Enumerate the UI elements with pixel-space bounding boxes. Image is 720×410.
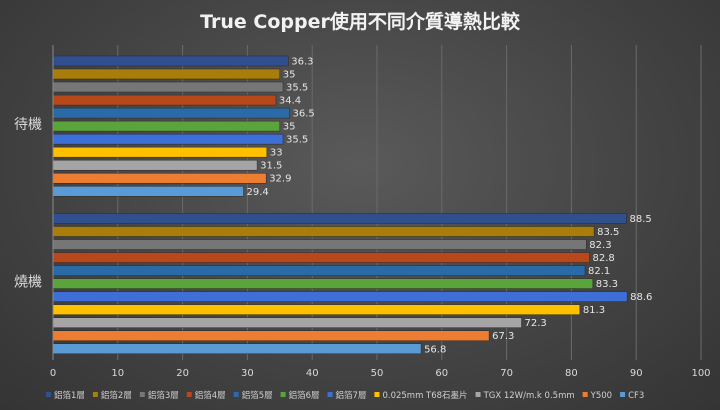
legend: 鋁箔1層 鋁箔2層 鋁箔3層 鋁箔4層 鋁箔5層 鋁箔6層 鋁箔7層 0.025mm T68石…	[46, 390, 644, 401]
bar	[52, 186, 244, 197]
bar	[52, 239, 587, 250]
bar	[52, 120, 281, 132]
data-label: 29.4	[247, 187, 269, 198]
legend-swatch	[582, 392, 588, 397]
bar	[52, 304, 581, 315]
legend-entry: 鋁箔6層	[289, 390, 320, 401]
legend-entry: 鋁箔1層	[54, 390, 85, 401]
x-tick-label: 50	[371, 368, 384, 379]
data-label: 35.5	[286, 83, 308, 94]
legend-swatch	[327, 392, 333, 397]
bar	[52, 265, 586, 276]
bar	[52, 133, 284, 145]
data-label: 88.6	[630, 292, 652, 303]
legend-entry: Y500	[590, 391, 612, 401]
data-label: 72.3	[525, 318, 547, 329]
data-label: 36.3	[291, 56, 313, 67]
data-label: 82.3	[589, 240, 611, 251]
bars: 36.33535.534.436.53535.53331.532.929.488…	[52, 55, 652, 355]
data-label: 32.9	[269, 174, 291, 185]
bar	[52, 94, 277, 106]
x-tick-label: 90	[630, 368, 643, 379]
x-tick-label: 30	[241, 368, 254, 379]
legend-swatch	[92, 392, 98, 397]
legend-swatch	[280, 392, 286, 397]
x-tick-label: 60	[435, 368, 448, 379]
legend-entry: 鋁箔2層	[101, 390, 132, 401]
legend-entry: 鋁箔4層	[195, 390, 226, 401]
data-label: 82.8	[593, 253, 615, 264]
x-tick-label: 20	[176, 368, 189, 379]
category-label: 燒機	[14, 274, 42, 290]
legend-swatch	[46, 392, 51, 397]
legend-entry: 0.025mm T68石墨片	[382, 390, 467, 401]
data-label: 83.3	[596, 279, 618, 290]
data-label: 35	[283, 122, 296, 133]
bar	[52, 55, 289, 67]
data-label: 81.3	[583, 305, 605, 316]
x-tick-label: 40	[306, 368, 319, 379]
bar	[52, 159, 258, 171]
data-label: 35.5	[286, 135, 308, 146]
data-label: 83.5	[597, 227, 619, 238]
bar	[52, 68, 281, 80]
legend-entry: TGX 12W/m.k 0.5mm	[483, 391, 575, 401]
category-label: 待機	[14, 117, 42, 133]
bar	[52, 330, 490, 341]
legend-swatch	[139, 392, 145, 397]
data-label: 56.8	[424, 344, 446, 355]
legend-entry: 鋁箔3層	[148, 390, 179, 401]
chart-title: True Copper使用不同介質導熱比較	[200, 10, 521, 33]
legend-swatch	[475, 392, 481, 397]
bar	[52, 213, 627, 224]
bar	[52, 146, 268, 158]
data-label: 34.4	[279, 96, 301, 107]
data-label: 82.1	[588, 266, 610, 277]
data-label: 67.3	[492, 331, 514, 342]
x-tick-label: 80	[565, 368, 578, 379]
x-tick-label: 10	[111, 368, 124, 379]
legend-swatch	[620, 392, 626, 397]
data-label: 36.5	[293, 109, 315, 120]
bar	[52, 343, 422, 355]
bar	[52, 81, 284, 93]
data-label: 33	[270, 148, 283, 159]
x-tick-label: 0	[50, 368, 56, 379]
legend-swatch	[233, 392, 239, 397]
x-tick-label: 70	[500, 368, 513, 379]
legend-entry: CF3	[628, 391, 644, 401]
data-label: 88.5	[629, 214, 651, 225]
bar	[52, 291, 628, 302]
bar	[52, 172, 267, 184]
data-label: 35	[283, 69, 296, 80]
bar	[52, 226, 595, 237]
legend-entry: 鋁箔5層	[242, 390, 273, 401]
legend-swatch	[374, 392, 380, 397]
legend-entry: 鋁箔7層	[336, 390, 367, 401]
bar	[52, 107, 290, 119]
x-tick-label: 100	[691, 368, 710, 379]
bar	[52, 317, 522, 328]
bar	[52, 252, 590, 263]
data-label: 31.5	[260, 161, 282, 172]
bar	[52, 278, 594, 289]
legend-swatch	[186, 392, 192, 397]
